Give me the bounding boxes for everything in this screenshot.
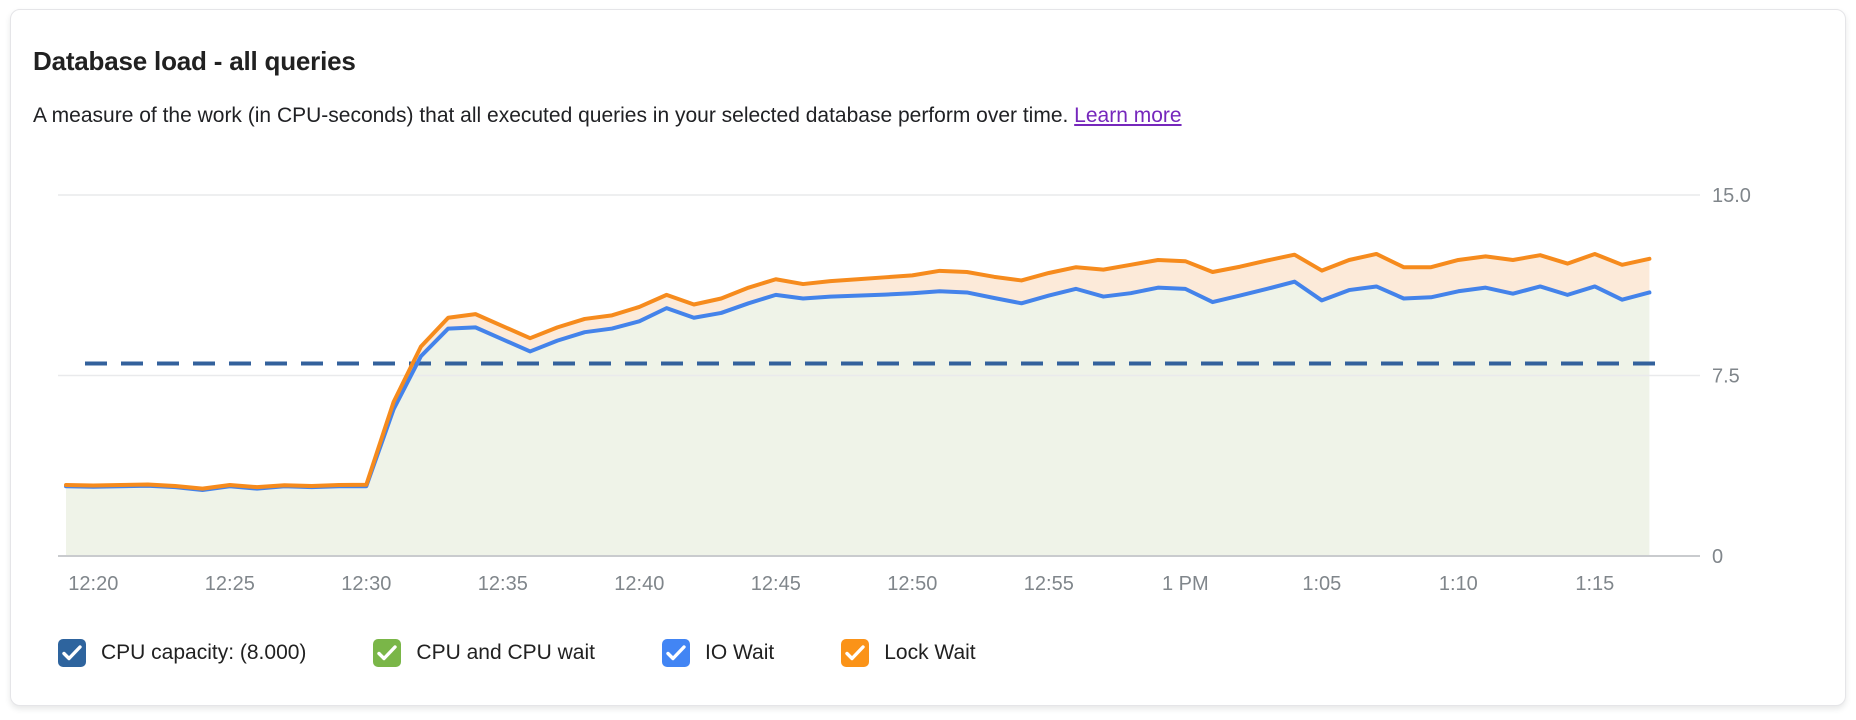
legend-label: Lock Wait: [884, 641, 976, 664]
check-icon: [377, 645, 398, 661]
x-axis-label: 12:30: [341, 573, 391, 595]
check-icon: [62, 645, 82, 661]
legend-item-cpu-capacity[interactable]: CPU capacity: (8.000): [58, 639, 306, 667]
chart-legend: CPU capacity: (8.000) CPU and CPU wait I…: [58, 639, 1043, 667]
lock-wait-line: [64, 251, 1652, 491]
x-axis-label: 12:50: [887, 573, 937, 595]
lock-wait-checkbox[interactable]: [841, 639, 870, 667]
load-chart-canvas[interactable]: 0 7.5 15.0 12:20 12:25 12:30 12:35 12:40 12:45 12…: [0, 150, 1856, 620]
io-wait-checkbox[interactable]: [661, 639, 690, 667]
chart-description-text: A measure of the work (in CPU-seconds) t…: [33, 104, 1075, 127]
legend-label: IO Wait: [704, 641, 775, 664]
y-axis-label: 15.0: [1712, 185, 1751, 207]
lock-wait-area: [66, 253, 1650, 491]
check-icon: [666, 645, 686, 661]
x-axis-label: 12:25: [205, 573, 255, 595]
cpu-and-cpu-wait-checkbox[interactable]: [373, 639, 402, 667]
learn-more-link[interactable]: Learn more: [1074, 104, 1182, 127]
x-axis-label: 12:55: [1024, 573, 1074, 595]
x-axis-label: 12:20: [68, 573, 118, 595]
cpu-capacity-checkbox[interactable]: [58, 639, 86, 667]
database-load-chart[interactable]: 0 7.5 15.0 12:20 12:25 12:30 12:35 12:40 12:45 12…: [0, 150, 1856, 620]
y-axis-label: 7.5: [1712, 366, 1740, 388]
check-icon: [845, 645, 865, 661]
y-axis-label: 0: [1712, 546, 1723, 568]
legend-item-lock-wait[interactable]: Lock Wait: [841, 639, 976, 667]
x-axis-label: 12:45: [751, 573, 801, 595]
legend-item-io-wait[interactable]: IO Wait: [661, 639, 775, 667]
page-title: Database load - all queries: [33, 46, 356, 76]
x-axis-label: 12:35: [478, 573, 528, 595]
x-axis-label: 12:40: [614, 573, 664, 595]
x-axis-label: 1:05: [1302, 573, 1341, 595]
x-axis-label: 1:15: [1575, 573, 1614, 595]
cpu-and-cpu-wait-area: [66, 281, 1650, 556]
x-axis-label: 1 PM: [1162, 573, 1209, 595]
legend-item-cpu-and-cpu-wait[interactable]: CPU and CPU wait: [373, 639, 595, 667]
legend-label: CPU and CPU wait: [416, 641, 595, 664]
legend-label: CPU capacity: (8.000): [101, 641, 307, 664]
x-axis-label: 1:10: [1439, 573, 1478, 595]
chart-description: A measure of the work (in CPU-seconds) t…: [33, 101, 1182, 131]
